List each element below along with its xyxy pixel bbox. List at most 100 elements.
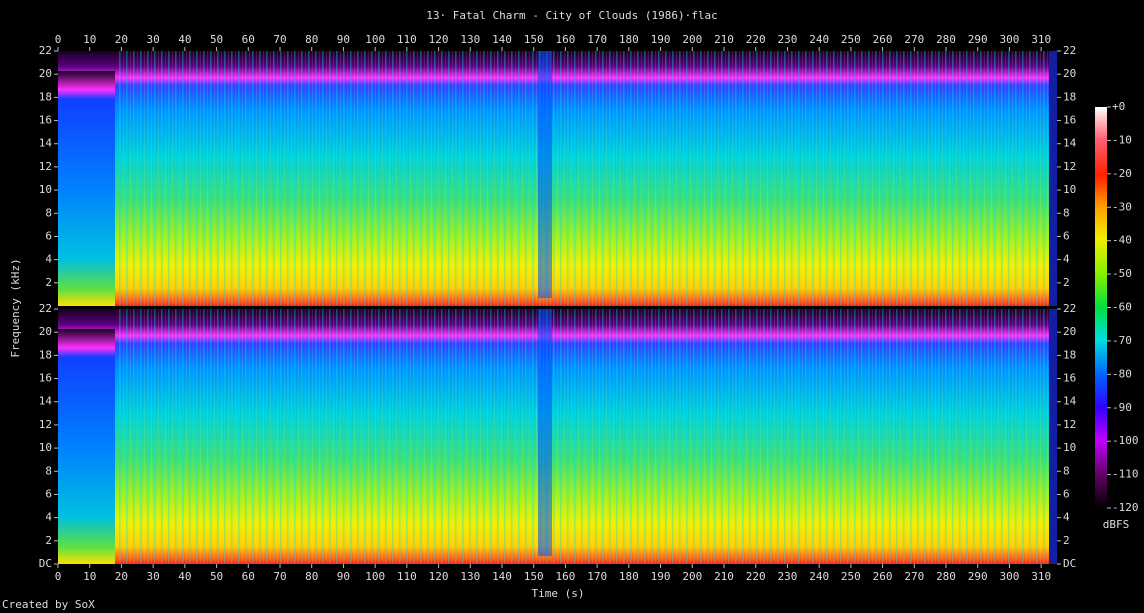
x-tick-label-top: 170 <box>587 33 607 46</box>
y-tick-label: 6 <box>45 229 52 242</box>
x-tick-label-top: 130 <box>460 33 480 46</box>
y-axis-label: Frequency (kHz) <box>9 258 22 357</box>
x-tick-label-top: 10 <box>83 33 96 46</box>
x-tick-label-top: 110 <box>397 33 417 46</box>
y-tick-label-right: 2 <box>1063 276 1070 289</box>
x-tick-label-top: 270 <box>904 33 924 46</box>
x-tick-label-bottom: 30 <box>147 570 160 583</box>
colorbar-tick-label: -120 <box>1112 501 1139 514</box>
y-tick-label: 20 <box>39 67 52 80</box>
y-tick-label-right: 22 <box>1063 44 1076 57</box>
y-tick-label: 4 <box>45 511 52 524</box>
x-tick-label-top: 180 <box>619 33 639 46</box>
x-tick-label-top: 140 <box>492 33 512 46</box>
colorbar-tick-label: -100 <box>1112 434 1139 447</box>
x-tick-label-bottom: 50 <box>210 570 223 583</box>
y-tick-label: 20 <box>39 325 52 338</box>
plots <box>58 51 1057 564</box>
y-tick-label: 14 <box>39 137 53 150</box>
x-tick-label-bottom: 140 <box>492 570 512 583</box>
footer: Created by SoX <box>2 598 95 611</box>
x-tick-label-top: 150 <box>524 33 544 46</box>
x-tick-label-bottom: 40 <box>178 570 191 583</box>
x-tick-label-bottom: 260 <box>873 570 893 583</box>
x-tick-label-top: 160 <box>555 33 575 46</box>
x-tick-label-bottom: 200 <box>682 570 702 583</box>
spectrogram-intro <box>58 329 115 564</box>
x-tick-label-top: 200 <box>682 33 702 46</box>
x-tick-label-top: 70 <box>273 33 286 46</box>
colorbar-tick-label: -70 <box>1112 334 1132 347</box>
y-tick-label: 2 <box>45 276 52 289</box>
colorbar-tick-label: -20 <box>1112 167 1132 180</box>
y-tick-label: 4 <box>45 253 52 266</box>
x-tick-label-bottom: 120 <box>429 570 449 583</box>
x-tick-label-top: 300 <box>999 33 1019 46</box>
x-tick-label-top: 40 <box>178 33 191 46</box>
x-tick-label-top: 230 <box>777 33 797 46</box>
x-tick-label-top: 190 <box>651 33 671 46</box>
y-tick-label-right: 20 <box>1063 325 1076 338</box>
y-tick-label: 8 <box>45 206 52 219</box>
x-tick-label-bottom: 100 <box>365 570 385 583</box>
y-tick-label-right: 6 <box>1063 487 1070 500</box>
x-tick-label-top: 240 <box>809 33 829 46</box>
y-tick-label: 10 <box>39 441 52 454</box>
y-tick-label-right: 22 <box>1063 302 1076 315</box>
x-tick-label-bottom: 150 <box>524 570 544 583</box>
x-tick-label-top: 210 <box>714 33 734 46</box>
y-tick-label-right: 8 <box>1063 464 1070 477</box>
x-tick-label-top: 290 <box>968 33 988 46</box>
x-tick-label-top: 250 <box>841 33 861 46</box>
y-tick-label-right: 4 <box>1063 511 1070 524</box>
colorbar-tick-label: -50 <box>1112 267 1132 280</box>
y-tick-label: 16 <box>39 372 52 385</box>
x-tick-label-bottom: 290 <box>968 570 988 583</box>
y-tick-label-right: 10 <box>1063 183 1076 196</box>
y-tick-label: 6 <box>45 487 52 500</box>
x-tick-label-bottom: 170 <box>587 570 607 583</box>
x-tick-label-top: 220 <box>746 33 766 46</box>
x-tick-label-bottom: 210 <box>714 570 734 583</box>
x-tick-label-top: 280 <box>936 33 956 46</box>
y-tick-label-right: 12 <box>1063 418 1076 431</box>
x-tick-label-bottom: 160 <box>555 570 575 583</box>
x-tick-label-bottom: 270 <box>904 570 924 583</box>
x-tick-label-bottom: 70 <box>273 570 286 583</box>
spectrogram-tail <box>1049 309 1057 564</box>
x-tick-label-top: 80 <box>305 33 318 46</box>
x-tick-label-bottom: 190 <box>651 570 671 583</box>
y-tick-label-right: 16 <box>1063 372 1076 385</box>
x-tick-label-bottom: 240 <box>809 570 829 583</box>
colorbar-tick-label: -110 <box>1112 468 1139 481</box>
x-tick-label-bottom: 110 <box>397 570 417 583</box>
colorbar-tick-label: -10 <box>1112 133 1132 146</box>
spectrogram-intro <box>58 71 115 306</box>
x-tick-label-bottom: 60 <box>242 570 255 583</box>
spectrogram-streaks <box>118 51 1057 306</box>
y-tick-label-right: 20 <box>1063 67 1076 80</box>
y-tick-label-right: 2 <box>1063 534 1070 547</box>
y-tick-label-right: 16 <box>1063 114 1076 127</box>
x-tick-label-top: 30 <box>147 33 160 46</box>
colorbar-tick-label: -90 <box>1112 401 1132 414</box>
x-tick-label-top: 120 <box>429 33 449 46</box>
y-tick-label: 18 <box>39 90 52 103</box>
x-tick-label-bottom: 130 <box>460 570 480 583</box>
colorbar-tick-label: +0 <box>1112 100 1125 113</box>
y-tick-label-right: 12 <box>1063 160 1076 173</box>
x-tick-label-bottom: 0 <box>55 570 62 583</box>
y-tick-label: DC <box>39 557 52 570</box>
y-tick-label: 22 <box>39 44 52 57</box>
title: 13· Fatal Charm - City of Clouds (1986)·… <box>426 9 717 22</box>
x-tick-label-bottom: 230 <box>777 570 797 583</box>
spectrogram-streaks <box>118 309 1057 564</box>
y-tick-label-right: 18 <box>1063 348 1076 361</box>
colorbar-tick-label: -40 <box>1112 234 1132 247</box>
y-tick-label: 12 <box>39 160 52 173</box>
y-tick-label-right: DC <box>1063 557 1076 570</box>
y-tick-label-right: 8 <box>1063 206 1070 219</box>
x-tick-label-bottom: 280 <box>936 570 956 583</box>
x-tick-label-top: 50 <box>210 33 223 46</box>
